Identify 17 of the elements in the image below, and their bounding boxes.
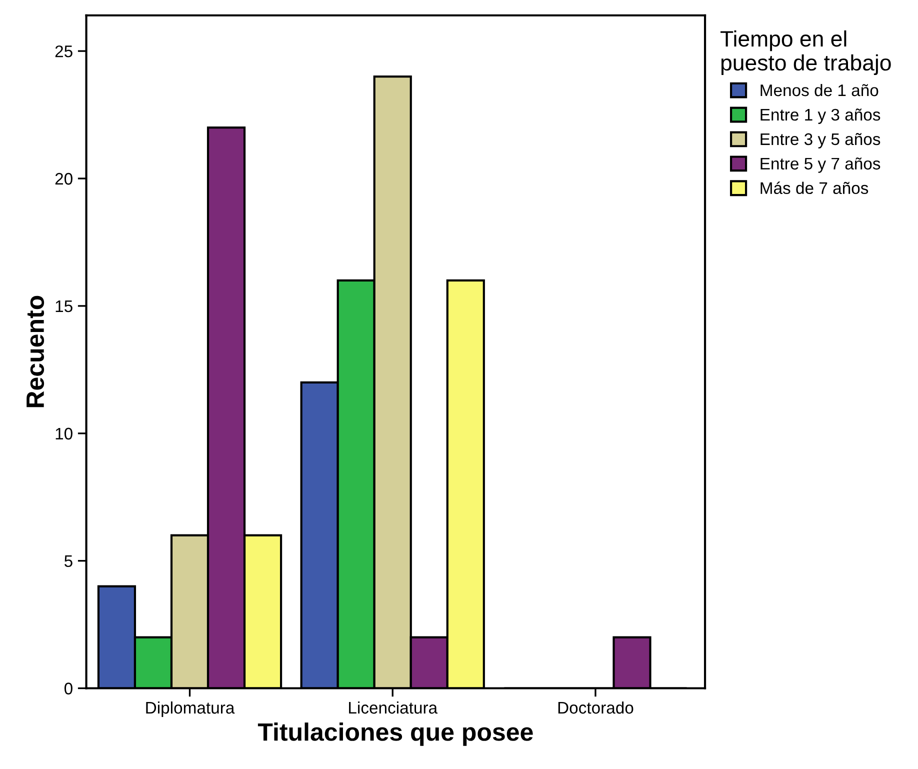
legend-label: Más de 7 años <box>760 182 868 194</box>
x-tick-label: Diplomatura <box>146 701 235 717</box>
y-tick-label: 15 <box>56 300 72 312</box>
legend-label: Entre 3 y 5 años <box>760 132 880 148</box>
y-tick-label: 25 <box>55 45 72 58</box>
x-tick-label: Licenciatura <box>349 701 438 714</box>
x-tick-label: Doctorado <box>558 701 634 714</box>
legend-label: Entre 5 y 7 años <box>760 157 880 173</box>
x-axis-title: Titulaciones que posee <box>258 722 533 746</box>
legend-title: Tiempo en el puesto de trabajo <box>720 30 891 76</box>
y-tick-label: 0 <box>64 682 72 694</box>
y-tick-label: 5 <box>64 555 72 568</box>
y-tick-label: 20 <box>55 172 72 185</box>
legend-label: Menos de 1 año <box>760 84 878 96</box>
legend-label: Entre 1 y 3 años <box>760 108 880 124</box>
y-tick-label: 10 <box>56 428 72 440</box>
y-axis-title: Recuento <box>26 296 44 408</box>
